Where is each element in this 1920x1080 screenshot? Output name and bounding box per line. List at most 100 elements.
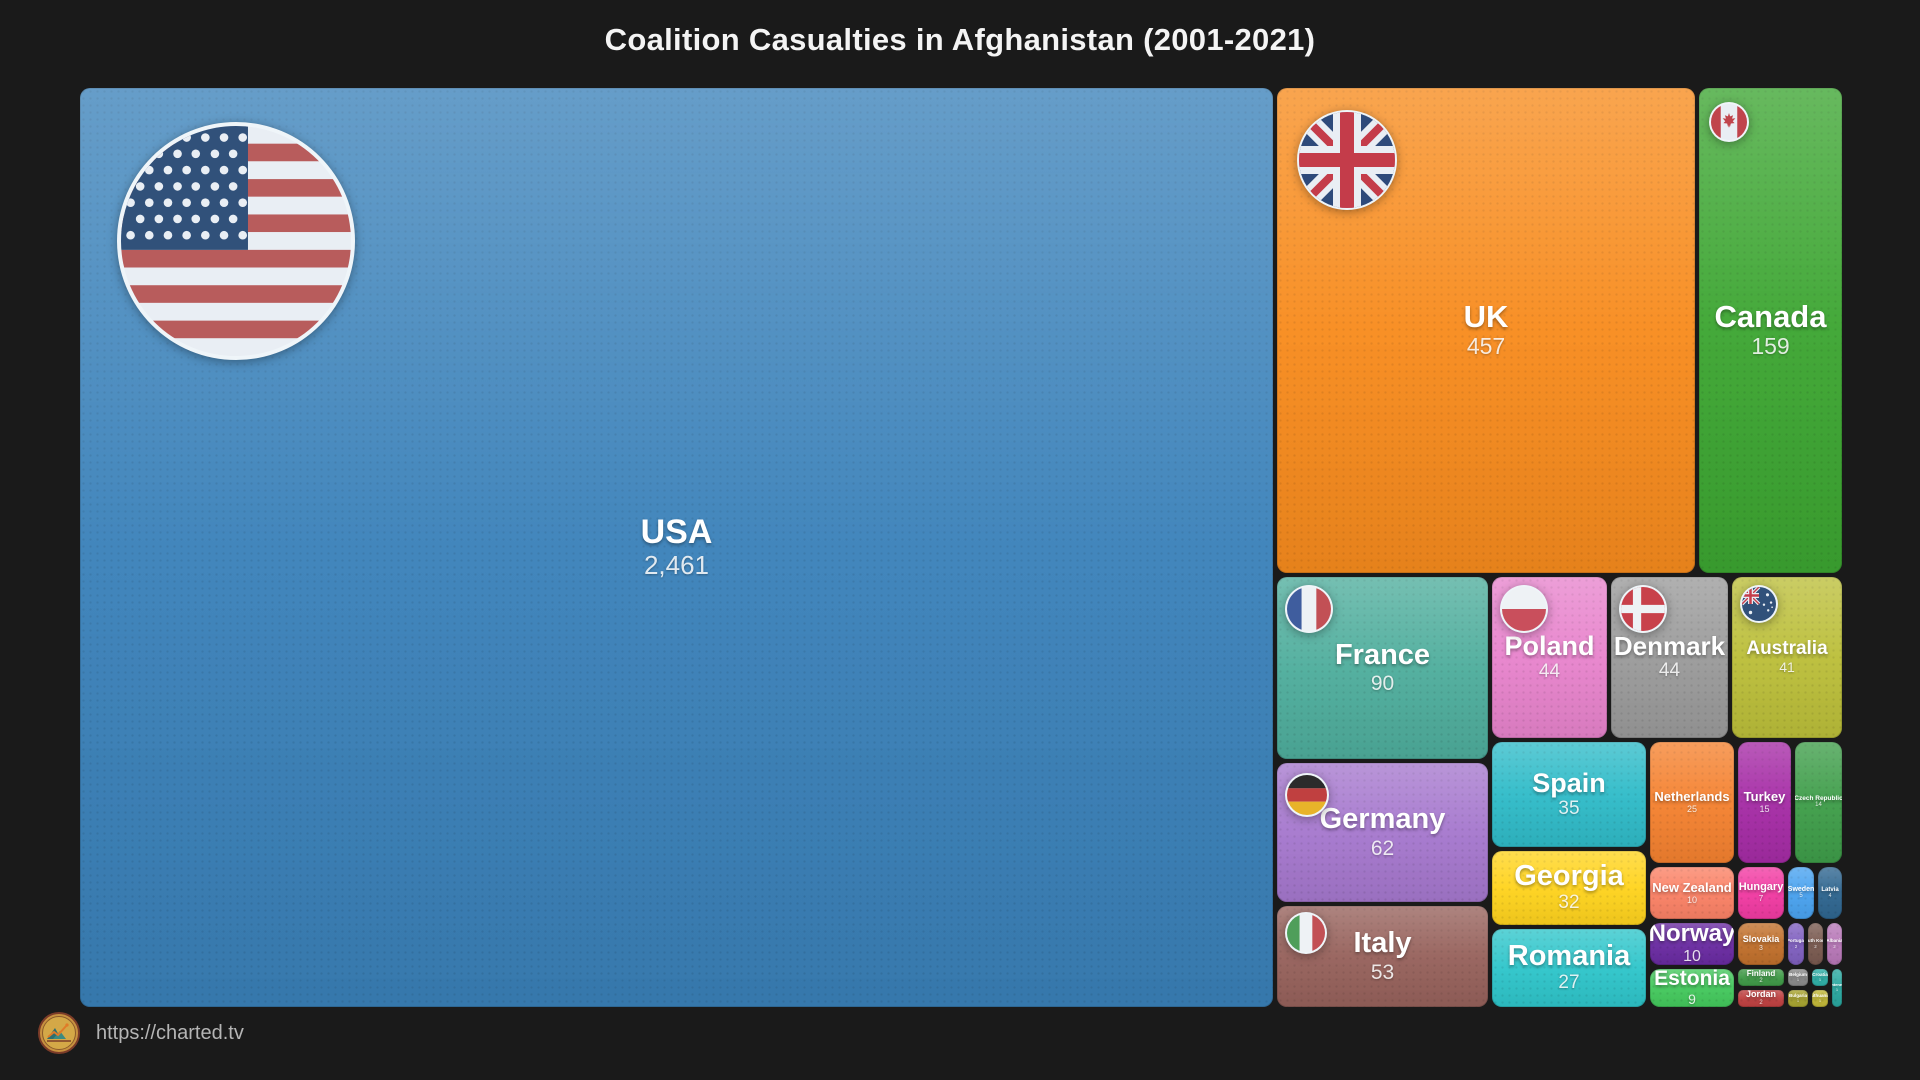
tile-country-label: Georgia [1514,859,1624,892]
tile-country-label: Montenegro [1832,982,1842,988]
tile-country-label: Australia [1746,637,1828,659]
treemap-tile-australia: Australia 41 [1732,577,1842,738]
tile-country-label: Turkey [1743,789,1786,805]
treemap-tile-finland: Finland 2 [1738,969,1784,986]
tile-country-label: Netherlands [1654,789,1730,805]
tile-value-label: 2 [1759,978,1763,985]
poland-flag-icon [1500,585,1548,633]
tile-country-label: Belgium [1789,971,1807,977]
tile-value-label: 41 [1779,659,1795,676]
tile-country-label: Latvia [1821,886,1839,893]
tile-value-label: 2 [1814,943,1817,949]
tile-value-label: 2 [1833,943,1836,949]
treemap-tile-south-korea: South Korea2 [1808,923,1823,965]
tile-country-label: Poland [1504,630,1595,661]
tile-value-label: 35 [1558,797,1580,819]
tile-country-label: Canada [1714,298,1827,334]
tile-value-label: 1 [1818,997,1822,1003]
denmark-flag-icon [1619,585,1667,633]
treemap-tile-slovakia: Slovakia 3 [1738,923,1784,965]
treemap-tile-netherlands: Netherlands 25 [1650,742,1734,863]
tile-country-label: Jordan [1745,990,1776,1000]
treemap-tile-france: France 90 [1277,577,1488,759]
footer: https://charted.tv [38,1012,244,1054]
germany-flag-icon [1285,773,1329,817]
treemap-tile-belgium: Belgium 1 [1788,969,1808,986]
treemap-tile-romania: Romania 27 [1492,929,1646,1007]
page-title: Coalition Casualties in Afghanistan (200… [604,22,1316,57]
tile-country-label: South Korea [1808,937,1823,943]
tile-country-label: Finland [1746,969,1776,978]
tile-country-label: Denmark [1613,631,1726,662]
tile-value-label: 2 [1759,999,1763,1006]
tile-country-label: Portugal [1788,937,1804,943]
tile-country-label: Spain [1532,767,1606,798]
treemap-tile-norway: Norway 10 [1650,923,1734,965]
tile-country-label: France [1334,638,1431,671]
tile-country-label: New Zealand [1652,879,1732,895]
treemap-tile-bulgaria: Bulgaria 1 [1788,990,1808,1007]
tile-value-label: 15 [1759,804,1770,815]
treemap-tile-uk: UK 457 [1277,88,1695,573]
tile-country-label: Romania [1507,939,1631,972]
tile-value-label: 5 [1799,893,1803,900]
italy-flag-icon [1285,912,1327,954]
tile-country-label: Czech Republic [1795,795,1842,803]
tile-value-label: 159 [1751,333,1790,360]
australia-flag-icon [1740,585,1778,623]
france-flag-icon [1285,585,1333,633]
treemap-tile-denmark: Denmark 44 [1611,577,1728,738]
tile-value-label: 2 [1794,943,1798,949]
treemap-tile-turkey: Turkey 15 [1738,742,1791,863]
tile-value-label: 62 [1370,836,1395,860]
tile-country-label: UK [1463,298,1509,334]
tile-value-label: 1 [1796,997,1800,1003]
tile-value-label: 53 [1370,960,1395,984]
treemap-tile-croatia: Croatia 1 [1812,969,1828,986]
tile-country-label: Norway [1650,923,1734,948]
treemap-tile-czech-republic: Czech Republic 14 [1795,742,1842,863]
tile-value-label: 25 [1686,804,1697,815]
treemap-tile-italy: Italy 53 [1277,906,1488,1007]
tile-country-label: Estonia [1654,969,1730,991]
treemap-tile-germany: Germany 62 [1277,763,1488,902]
tile-value-label: 457 [1466,333,1506,360]
treemap-tile-sweden: Sweden 5 [1788,867,1814,919]
tile-country-label: Sweden [1788,885,1814,893]
tile-country-label: Slovakia [1742,933,1780,944]
treemap-tile-poland: Poland 44 [1492,577,1607,738]
tile-value-label: 7 [1758,894,1764,904]
tile-country-label: USA [640,512,713,551]
treemap-tile-hungary: Hungary 7 [1738,867,1784,919]
tile-value-label: 44 [1538,660,1561,682]
treemap: USA 2,461 UK 457 Canada 159 France 90 Germany 62 I… [80,88,1842,1007]
tile-value-label: 1 [1796,976,1800,982]
treemap-tile-usa: USA 2,461 [80,88,1273,1007]
tile-value-label: 9 [1688,990,1696,1007]
charted-logo-icon [38,1012,80,1054]
uk-flag-icon [1297,110,1397,210]
tile-country-label: Hungary [1738,881,1784,894]
tile-value-label: 2,461 [643,550,710,581]
treemap-tile-new-zealand: New Zealand 10 [1650,867,1734,919]
tile-value-label: 44 [1658,660,1681,682]
footer-url: https://charted.tv [96,1021,244,1044]
treemap-tile-portugal: Portugal2 [1788,923,1804,965]
tile-value-label: 32 [1558,892,1580,914]
tile-country-label: Germany [1319,803,1446,836]
tile-value-label: 1 [1835,986,1839,992]
tile-value-label: 4 [1828,893,1832,900]
treemap-tile-lithuania: Lithuania1 [1812,990,1828,1007]
treemap-tile-latvia: Latvia 4 [1818,867,1842,919]
treemap-tile-canada: Canada 159 [1699,88,1842,573]
tile-country-label: Albania [1827,937,1842,943]
tile-value-label: 27 [1558,972,1580,994]
canada-flag-icon [1709,102,1749,142]
tile-country-label: Croatia [1812,971,1828,977]
usa-flag-icon [117,122,355,360]
tile-value-label: 3 [1759,944,1763,952]
treemap-tile-montenegro: Montenegro1 [1832,969,1842,1007]
tile-value-label: 90 [1370,672,1395,696]
treemap-tile-jordan: Jordan 2 [1738,990,1784,1007]
treemap-tile-estonia: Estonia 9 [1650,969,1734,1007]
